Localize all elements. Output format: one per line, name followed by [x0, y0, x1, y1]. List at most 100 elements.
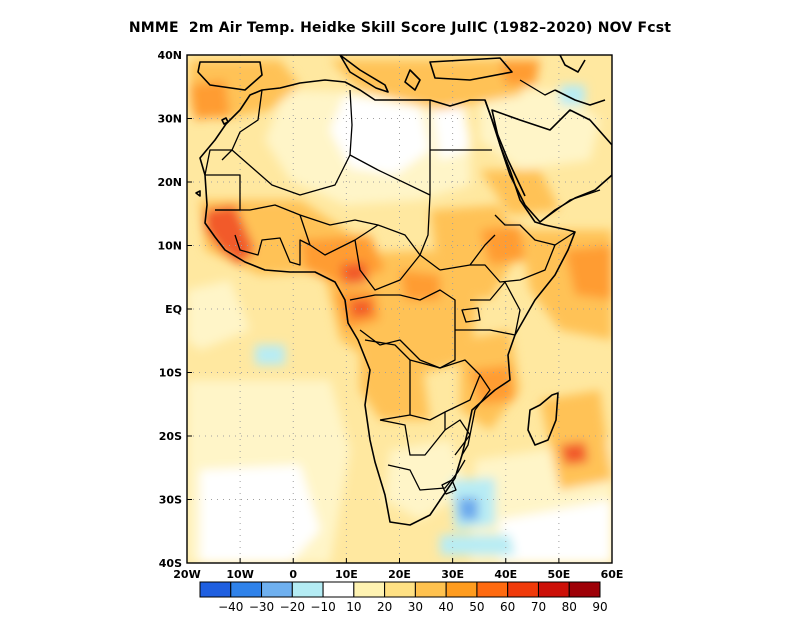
skill-score-field	[187, 55, 612, 563]
longitude-label: 20W	[173, 568, 200, 581]
colorbar-swatch	[384, 581, 416, 598]
latitude-label: 40S	[159, 557, 182, 570]
colorbar-label: 10	[346, 600, 361, 614]
colorbar-swatch	[353, 581, 386, 598]
colorbar-swatch	[445, 581, 478, 598]
arabian-gulf-coastline	[554, 89, 606, 106]
border-west-coast-states	[234, 234, 311, 266]
longitude-label: 60E	[601, 568, 624, 581]
colorbar-swatch	[261, 581, 293, 598]
colorbar-label: 90	[592, 600, 607, 614]
nigeria-red-region	[340, 262, 368, 285]
colorbar-swatch	[230, 581, 263, 598]
colorbar-swatch	[322, 581, 355, 598]
border-sudan-south	[439, 234, 496, 271]
south-atlantic-white-region	[200, 465, 320, 563]
colorbar-label: −20	[280, 600, 305, 614]
colorbar-label: 50	[469, 600, 484, 614]
longitude-label: 40E	[494, 568, 517, 581]
ethiopia-deep-orange-region	[480, 225, 525, 265]
turkey-coastline	[429, 57, 513, 81]
border-mozambique	[461, 374, 491, 456]
atlantic-cyan-patch	[255, 345, 285, 365]
somalia-deep-orange-region	[565, 245, 612, 300]
colorbar-label: 30	[408, 600, 423, 614]
border-lesotho	[441, 479, 457, 495]
colorbar-label: 60	[500, 600, 515, 614]
red-sea-orange-region	[480, 170, 560, 215]
colorbar-swatch	[291, 581, 324, 598]
border-algeria-libya	[349, 89, 379, 171]
morocco-deep-orange-region	[190, 80, 230, 120]
latitude-label: EQ	[165, 303, 182, 316]
country-border-layer	[204, 79, 601, 495]
latitude-label: 20S	[159, 430, 182, 443]
border-congo	[349, 289, 456, 330]
west-atlantic-light-region	[187, 280, 250, 350]
mediterranean-orange-region	[330, 60, 540, 110]
border-iraq-iran	[519, 79, 556, 96]
border-zambia	[409, 359, 481, 421]
sahara-white-region	[330, 95, 430, 175]
longitude-label: 30E	[441, 568, 464, 581]
latitude-label: 20N	[157, 176, 182, 189]
colorbar-label: 70	[531, 600, 546, 614]
border-sudan-chad	[419, 194, 431, 256]
latitude-label: 30S	[159, 494, 182, 507]
colorbar-label: −10	[310, 600, 335, 614]
latitude-label: 10N	[157, 240, 182, 253]
border-south-africa	[387, 459, 466, 491]
border-lake-victoria	[461, 307, 481, 323]
south-ocean-cyan-patch	[440, 535, 515, 555]
latitude-label: 30N	[157, 113, 182, 126]
border-niger-nigeria	[299, 214, 379, 256]
canary-islands	[221, 117, 229, 125]
colorbar-label: 40	[439, 600, 454, 614]
colorbar-swatch	[568, 581, 601, 598]
colorbar-label: 80	[562, 600, 577, 614]
chad-deep-orange-region	[400, 270, 440, 300]
border-kenya-tanzania	[455, 281, 521, 336]
border-sahel-row	[215, 204, 421, 256]
colorbar-swatch	[507, 581, 539, 598]
zambia-deep-orange-region	[470, 365, 515, 405]
madagascar-coastline	[527, 392, 559, 446]
border-namibia-botswana	[379, 412, 446, 456]
colorbar-label: −40	[218, 600, 243, 614]
arabia-cyan-patch	[560, 85, 585, 105]
southern-africa-light-region	[385, 440, 470, 520]
red-sea-coastline	[484, 99, 526, 197]
west-africa-red-region	[205, 205, 255, 265]
mediterranean-deep-orange-region	[500, 60, 540, 85]
iberia-coastline	[197, 61, 263, 91]
greece-coastline	[404, 69, 421, 91]
border-algeria-mali	[231, 149, 351, 196]
border-mauritania	[205, 174, 241, 211]
libya-white-region	[430, 95, 470, 160]
border-cameroon-car	[354, 239, 441, 291]
longitude-label: 50E	[547, 568, 570, 581]
colorbar: −40 −30 −20 −10 10 20 30 40 50 60 70 80 90	[199, 581, 608, 614]
longitude-label: 20E	[388, 568, 411, 581]
longitude-label: 10W	[226, 568, 253, 581]
colorbar-swatch	[476, 581, 509, 598]
cape-verde-islands	[195, 190, 201, 197]
lat-lon-grid	[187, 55, 612, 563]
longitude-label: 10E	[335, 568, 358, 581]
latitude-label: 40N	[157, 49, 182, 62]
south-africa-blue-patch	[458, 498, 478, 520]
indian-ocean-south-white-region	[500, 500, 612, 563]
border-algeria-morocco	[221, 89, 263, 161]
longitude-label: 0	[289, 568, 297, 581]
latitude-label: 10S	[159, 367, 182, 380]
colorbar-swatch	[414, 581, 447, 598]
border-somalia	[554, 231, 576, 246]
latitude-labels: 40N 30N 20N 10N EQ 10S 20S 30S 40S	[157, 49, 192, 570]
caspian-coastline	[559, 55, 586, 73]
longitude-labels: 20W 10W 0 10E 20E 30E 40E 50E 60E	[173, 558, 623, 581]
colorbar-swatch	[537, 581, 570, 598]
colorbar-label: −30	[249, 600, 274, 614]
colorbar-swatch	[199, 581, 232, 598]
map-title: NMME 2m Air Temp. Heidke Skill Score Jul…	[128, 20, 672, 36]
